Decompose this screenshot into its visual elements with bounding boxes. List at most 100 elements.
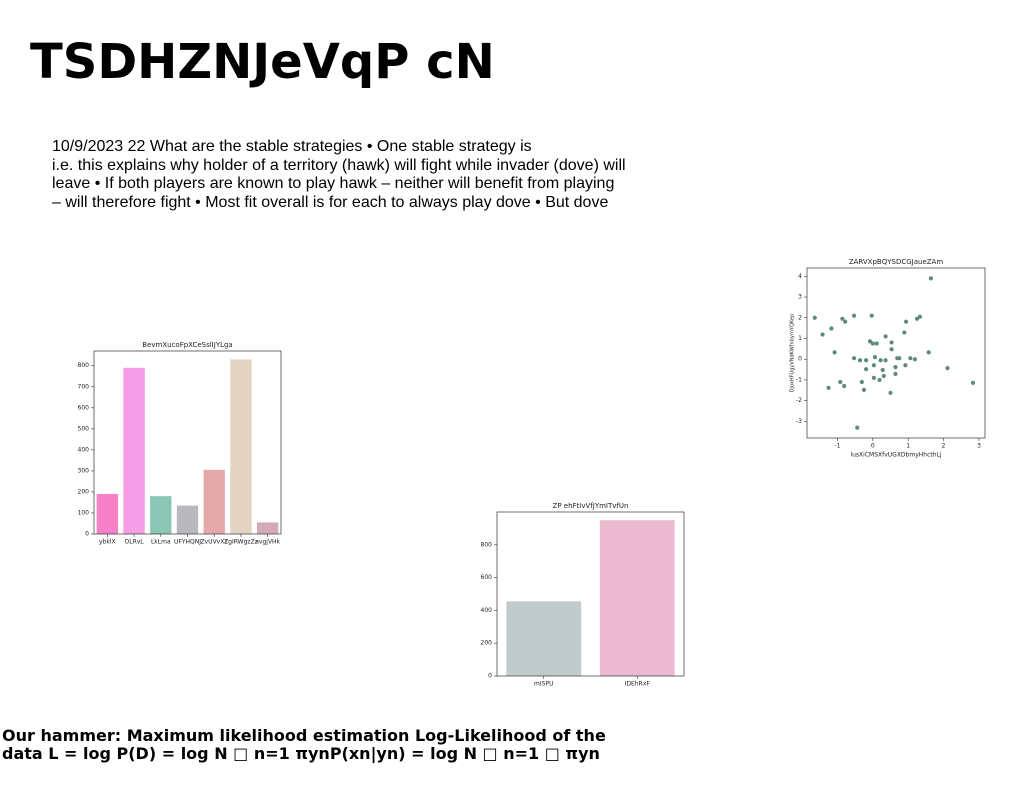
point (842, 383, 847, 389)
chart-title: BevmXucoFpXCeSslIJYLga (142, 341, 232, 349)
point (888, 390, 893, 395)
x-tick-label: OLRvL (125, 539, 145, 546)
point (893, 364, 898, 370)
y-tick-label: 100 (78, 509, 90, 516)
bar (599, 520, 675, 676)
point (970, 380, 976, 385)
footer-text: Our hammer: Maximum likelihood estimatio… (2, 727, 606, 763)
point (902, 330, 907, 335)
y-tick-label: 400 (78, 446, 90, 453)
bar (176, 505, 199, 534)
x-tick-label: IDEhRxF (625, 681, 651, 688)
plot-frame (806, 267, 986, 439)
footer-line: data L = log P(D) = log N □ n=1 πynP(xn|… (2, 744, 600, 763)
point (878, 358, 883, 363)
point (851, 313, 857, 318)
y-tick-label: 3 (798, 294, 802, 301)
x-tick-label: ybklX (99, 539, 116, 546)
x-tick-label: ZgIRWgzZz (224, 539, 258, 546)
bar (256, 522, 279, 534)
x-tick-label: UFYHQNJ (174, 539, 201, 546)
point (881, 373, 886, 379)
y-tick-label: 800 (481, 541, 493, 548)
point (826, 385, 831, 390)
slide-title: TSDHZNJeVqP cN (30, 34, 495, 90)
y-tick-label: -1 (796, 376, 802, 383)
body-text: 10/9/2023 22 What are the stable strateg… (52, 138, 626, 212)
y-tick-label: 300 (78, 467, 90, 474)
point (880, 367, 885, 373)
point (912, 357, 918, 362)
y-tick-label: 2 (798, 314, 802, 321)
point (883, 358, 888, 363)
point (851, 356, 857, 361)
point (863, 367, 869, 372)
bar (506, 601, 582, 676)
chart-title: ZP ehFtIvVfJYmITvfUn (553, 502, 629, 510)
y-tick-label: 400 (481, 607, 493, 614)
point (820, 332, 825, 337)
point (829, 326, 834, 331)
point (889, 340, 894, 345)
chart-title: ZARVXpBQYSDCGJaueZAm (849, 258, 944, 266)
y-axis-label: DjoxHFUgyVNdKWfnbyrnYQKep (790, 314, 796, 392)
point (945, 366, 950, 371)
y-tick-label: 0 (798, 356, 802, 363)
x-tick-label: 0 (871, 443, 875, 450)
footer-line: Our hammer: Maximum likelihood estimatio… (2, 726, 606, 745)
bar-chart: ZP ehFtIvVfJYmITvfUn 0 200 400 600 800 mISPU ID… (481, 502, 685, 688)
point (874, 341, 879, 346)
body-line: – will therefore fight • Most fit overal… (52, 193, 609, 211)
point (869, 313, 874, 318)
point (926, 350, 931, 355)
point (863, 358, 869, 363)
y-tick-label: 0 (85, 531, 89, 538)
point (859, 379, 864, 385)
x-tick-label: -1 (834, 443, 840, 450)
point (903, 363, 908, 368)
y-tick-label: 1 (798, 335, 802, 342)
point (883, 334, 888, 339)
point (928, 276, 933, 281)
point (872, 355, 878, 360)
x-tick-label: ZvUVvXT (201, 539, 229, 546)
point (871, 363, 876, 368)
y-tick-label: 500 (78, 425, 90, 432)
point (897, 356, 902, 361)
point (889, 347, 894, 352)
body-line: leave • If both players are known to pla… (52, 175, 615, 192)
y-tick-label: -3 (796, 418, 802, 425)
y-tick-label: 4 (798, 273, 802, 280)
body-line: 10/9/2023 22 What are the stable strateg… (52, 138, 532, 155)
point (877, 377, 882, 383)
y-tick-label: -2 (796, 397, 802, 404)
x-axis-label: lusXiCMSXfvUGXDbmyHhcthLj (850, 452, 941, 459)
point (840, 316, 845, 321)
x-tick-label: 3 (977, 443, 981, 450)
y-tick-label: 800 (78, 362, 90, 369)
bar (96, 494, 119, 534)
bar (203, 469, 225, 534)
point (870, 341, 875, 346)
point (917, 314, 922, 319)
bar (123, 367, 145, 534)
bar (230, 359, 252, 534)
y-tick-label: 700 (78, 383, 90, 390)
x-tick-label: mISPU (534, 681, 553, 688)
y-tick-label: 600 (78, 404, 90, 411)
point (855, 425, 860, 430)
body-line: i.e. this explains why holder of a terri… (52, 156, 626, 174)
point (893, 371, 898, 377)
point (857, 358, 863, 363)
point (861, 387, 867, 393)
point (838, 379, 843, 385)
plot-frame (93, 350, 282, 535)
y-tick-label: 200 (481, 640, 493, 647)
bar-chart: BevmXucoFpXCeSslIJYLga 0 100 200 300 400 500 60… (78, 341, 282, 546)
point (832, 350, 837, 355)
plot-frame (496, 511, 685, 677)
x-tick-label: 1 (906, 443, 910, 450)
scatter-chart: ZARVXpBQYSDCGJaueZAm -1 0 1 2 3 -3 -2 -1 0 1 2 3 4 lus… (790, 258, 986, 459)
point (843, 319, 848, 324)
